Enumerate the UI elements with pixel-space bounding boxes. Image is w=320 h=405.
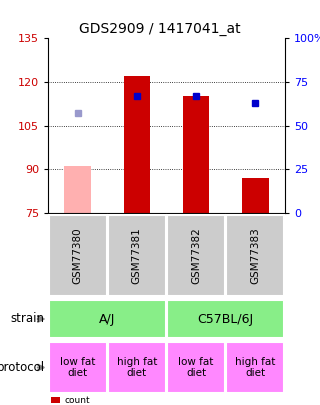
- Bar: [108, 342, 166, 393]
- Bar: [64, 166, 91, 213]
- Bar: [167, 300, 284, 338]
- Text: high fat
diet: high fat diet: [117, 357, 157, 378]
- Text: protocol: protocol: [0, 361, 45, 374]
- Bar: [226, 342, 284, 393]
- Text: A/J: A/J: [99, 313, 116, 326]
- Bar: [49, 342, 107, 393]
- Bar: [167, 215, 225, 296]
- Bar: [49, 215, 107, 296]
- Bar: [167, 342, 225, 393]
- Text: strain: strain: [11, 313, 45, 326]
- Bar: [242, 178, 269, 213]
- Text: high fat
diet: high fat diet: [235, 357, 276, 378]
- Text: C57BL/6J: C57BL/6J: [198, 313, 254, 326]
- Bar: [226, 215, 284, 296]
- Text: GSM77381: GSM77381: [132, 227, 142, 284]
- Text: low fat
diet: low fat diet: [179, 357, 214, 378]
- Text: GSM77382: GSM77382: [191, 227, 201, 284]
- Bar: [49, 300, 166, 338]
- Text: GSM77380: GSM77380: [73, 227, 83, 284]
- Text: GDS2909 / 1417041_at: GDS2909 / 1417041_at: [79, 22, 241, 36]
- Text: low fat
diet: low fat diet: [60, 357, 95, 378]
- Text: GSM77383: GSM77383: [250, 227, 260, 284]
- Bar: [183, 96, 210, 213]
- Bar: [124, 76, 150, 213]
- Text: count: count: [65, 396, 91, 405]
- Bar: [108, 215, 166, 296]
